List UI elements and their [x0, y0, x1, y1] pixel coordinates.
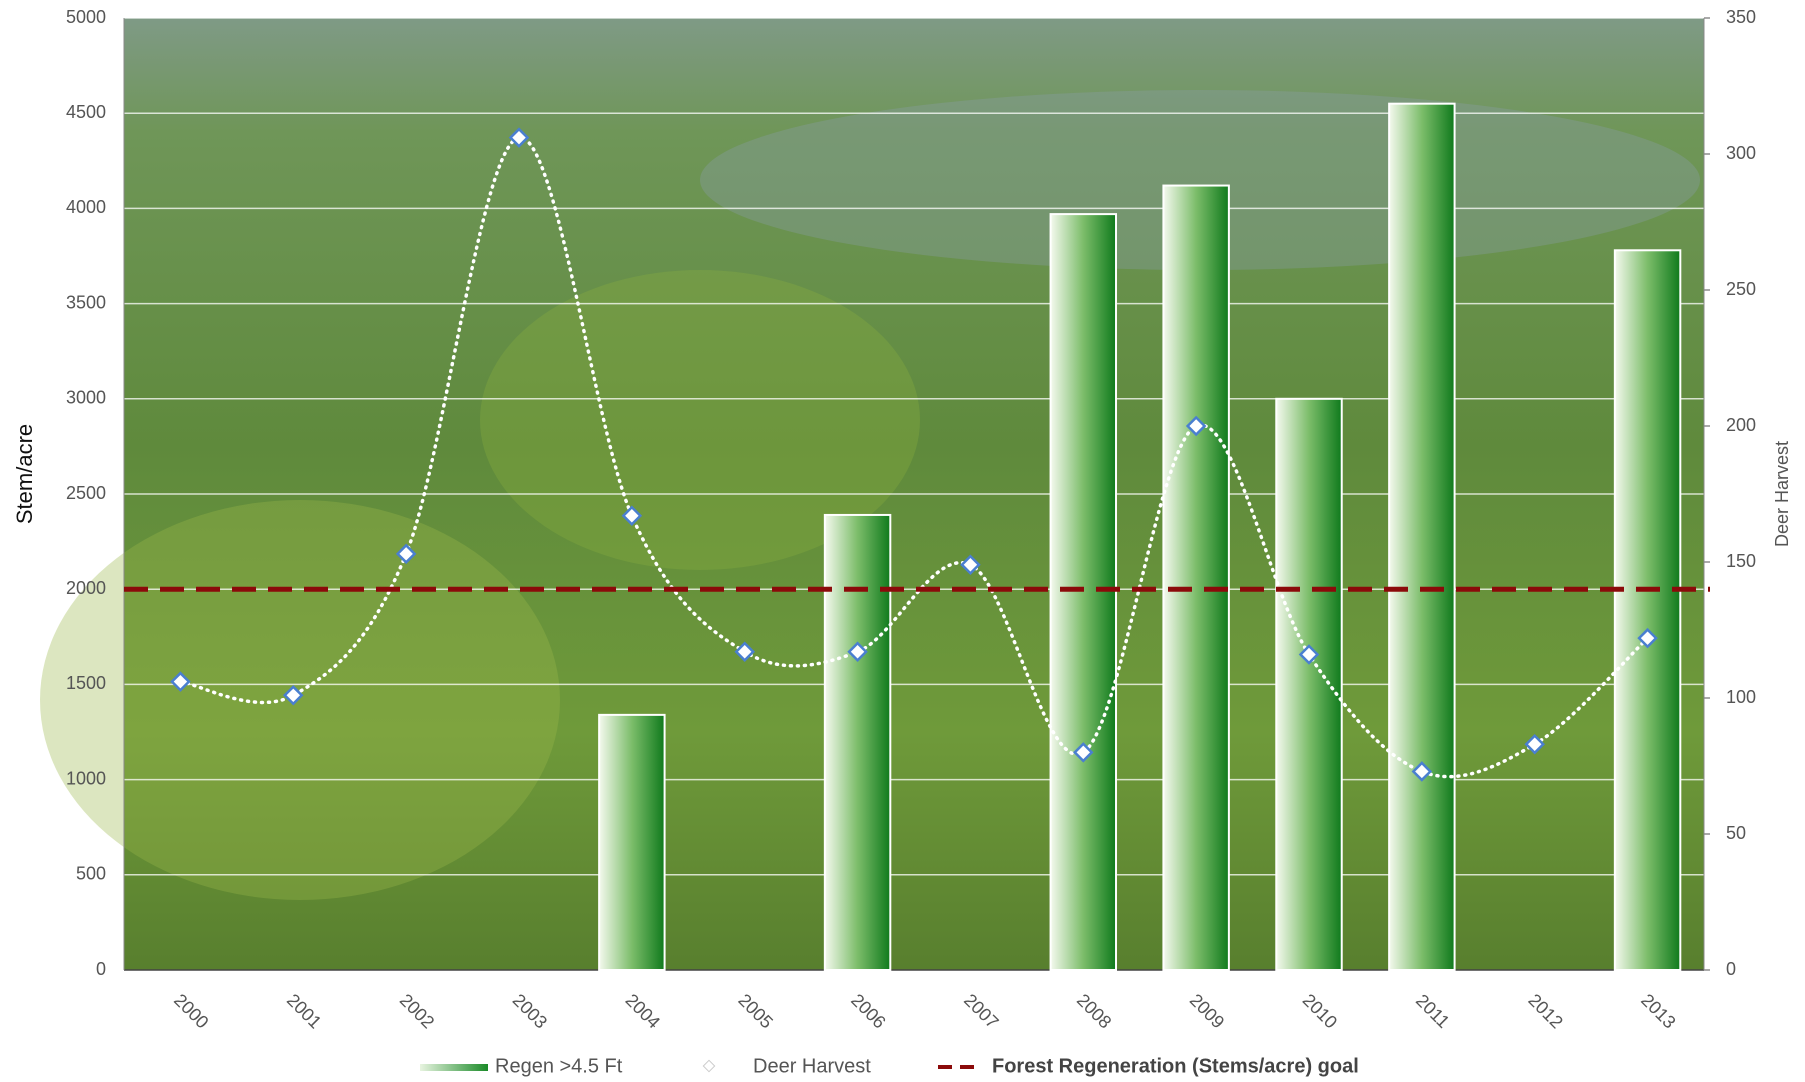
- line-series: [178, 135, 1650, 779]
- x-tick-label: 2000: [170, 990, 212, 1032]
- x-tick-label: 2005: [734, 990, 776, 1032]
- y-tick-label: 3000: [66, 388, 106, 408]
- y2-tick-label: 200: [1726, 415, 1756, 435]
- line-marker: [1073, 742, 1094, 763]
- y2-axis-title: Deer Harvest: [1772, 441, 1792, 547]
- y-tick-label: 1500: [66, 673, 106, 693]
- line-marker: [734, 641, 755, 663]
- y2-tick-label: 100: [1726, 687, 1756, 707]
- bar: [1162, 184, 1230, 971]
- x-tick-label: 2007: [960, 990, 1002, 1032]
- line-marker: [508, 127, 530, 148]
- y2-tick-label: 300: [1726, 143, 1756, 163]
- line-marker: [1637, 627, 1658, 649]
- x-tick-label: 2013: [1637, 990, 1679, 1032]
- y2-tick-label: 150: [1726, 551, 1756, 571]
- x-tick-label: 2002: [396, 990, 438, 1032]
- line-marker: [1524, 733, 1545, 755]
- x-tick-label: 2010: [1299, 990, 1341, 1032]
- y2-tick-label: 0: [1726, 959, 1736, 979]
- legend-label: Regen >4.5 Ft: [495, 1055, 623, 1077]
- line-marker: [395, 543, 417, 565]
- x-tick-label: 2012: [1524, 990, 1566, 1032]
- line-marker: [170, 671, 191, 692]
- y-tick-label: 1000: [66, 768, 106, 788]
- background-foliage: [40, 500, 560, 900]
- y-tick-label: 4500: [66, 102, 106, 122]
- x-tick-label: 2001: [283, 990, 325, 1032]
- y-tick-label: 500: [76, 864, 106, 884]
- x-tick-label: 2009: [1186, 990, 1228, 1032]
- bar: [823, 513, 892, 971]
- legend: Regen >4.5 Ft Deer Harvest Forest Regene…: [420, 1055, 1359, 1077]
- line-marker: [283, 685, 304, 706]
- line-marker: [1298, 644, 1320, 665]
- y2-tick-label: 350: [1726, 7, 1756, 27]
- line-marker: [621, 505, 643, 527]
- y2-tick-label: 250: [1726, 279, 1756, 299]
- legend-label: Forest Regeneration (Stems/acre) goal: [992, 1055, 1359, 1077]
- y-tick-label: 2000: [66, 578, 106, 598]
- line-marker: [1185, 415, 1207, 437]
- x-tick-label: 2006: [847, 990, 889, 1032]
- x-tick-label: 2004: [622, 990, 664, 1032]
- background-foliage: [480, 270, 920, 570]
- line-marker: [1411, 761, 1433, 782]
- y-tick-label: 2500: [66, 483, 106, 503]
- x-tick-label: 2003: [509, 990, 551, 1032]
- y-tick-label: 0: [96, 959, 106, 979]
- legend-swatch: [420, 1064, 488, 1071]
- bar: [1275, 397, 1343, 971]
- bar: [1613, 249, 1682, 971]
- legend-label: Deer Harvest: [753, 1055, 871, 1077]
- line-marker: [960, 554, 981, 575]
- x-tick-label: 2011: [1412, 990, 1454, 1032]
- y-tick-label: 4000: [66, 197, 106, 217]
- y-tick-label: 3500: [66, 292, 106, 312]
- y-axis-title: Stem/acre: [12, 424, 37, 524]
- x-tick-label: 2008: [1073, 990, 1115, 1032]
- legend-swatch: [702, 1059, 716, 1073]
- line-marker: [847, 641, 868, 663]
- bar: [598, 713, 666, 972]
- bar: [1049, 213, 1118, 971]
- bar: [1388, 102, 1456, 972]
- y-tick-label: 5000: [66, 7, 106, 27]
- y2-tick-label: 50: [1726, 823, 1746, 843]
